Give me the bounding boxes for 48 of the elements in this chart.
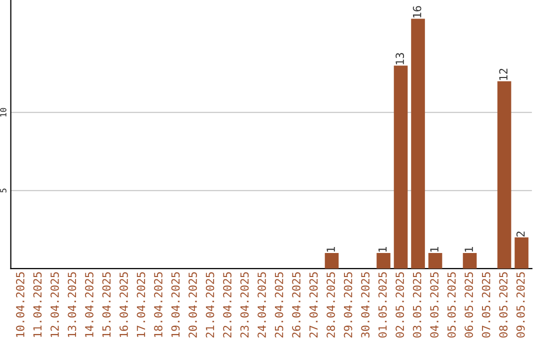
x-tick-label: 05.05.2025 — [447, 272, 456, 338]
x-tick-label: 03.05.2025 — [412, 272, 422, 338]
x-tick-label: 20.04.2025 — [188, 272, 197, 338]
x-tick-label: 06.05.2025 — [464, 272, 474, 338]
x-tick-label: 30.04.2025 — [361, 272, 370, 338]
data-label: 1 — [464, 247, 473, 252]
x-tick-label: 07.05.2025 — [482, 272, 490, 338]
x-tick-label: 11.04.2025 — [33, 272, 42, 337]
x-tick-label: 22.04.2025 — [223, 272, 232, 338]
data-label: 16 — [412, 6, 422, 18]
data-label: 12 — [499, 68, 508, 80]
bar — [376, 252, 390, 269]
x-tick-label: 28.04.2025 — [326, 272, 335, 338]
y-tick-label: 5 — [0, 188, 6, 192]
bar — [514, 237, 528, 269]
data-label: 1 — [326, 247, 335, 252]
x-tick-label: 15.04.2025 — [102, 272, 111, 337]
bar — [411, 18, 425, 269]
bar — [462, 252, 477, 269]
data-label: 1 — [378, 247, 387, 252]
x-tick-label: 23.04.2025 — [240, 272, 249, 338]
x-tick-label: 14.04.2025 — [85, 272, 94, 337]
y-tick-label: 10 — [0, 108, 6, 116]
x-tick-label: 01.05.2025 — [378, 272, 387, 338]
data-label: 13 — [396, 53, 404, 64]
bar — [497, 81, 512, 269]
x-tick-label: 04.05.2025 — [430, 272, 439, 338]
x-tick-label: 19.04.2025 — [171, 272, 180, 337]
x-tick-label: 09.05.2025 — [516, 272, 525, 338]
x-tick-label: 12.04.2025 — [50, 272, 59, 337]
x-tick-label: 17.04.2025 — [136, 272, 146, 337]
bar — [394, 66, 408, 269]
x-tick-label: 27.04.2025 — [309, 272, 318, 338]
x-tick-label: 24.04.2025 — [258, 272, 266, 338]
x-tick-label: 25.04.2025 — [274, 272, 284, 338]
bar — [324, 252, 339, 269]
x-tick-label: 26.04.2025 — [292, 272, 300, 338]
x-tick-label: 29.04.2025 — [344, 272, 352, 338]
x-tick-label: 10.04.2025 — [16, 272, 24, 337]
bar — [428, 252, 442, 269]
x-tick-label: 21.04.2025 — [206, 272, 214, 338]
x-tick-label: 16.04.2025 — [120, 272, 128, 337]
data-label: 2 — [516, 232, 525, 237]
x-tick-label: 13.04.2025 — [68, 272, 76, 337]
x-tick-label: 02.05.2025 — [396, 272, 404, 338]
data-label: 1 — [430, 247, 438, 252]
x-tick-label: 18.04.2025 — [154, 272, 162, 337]
x-tick-label: 08.05.2025 — [499, 272, 508, 338]
